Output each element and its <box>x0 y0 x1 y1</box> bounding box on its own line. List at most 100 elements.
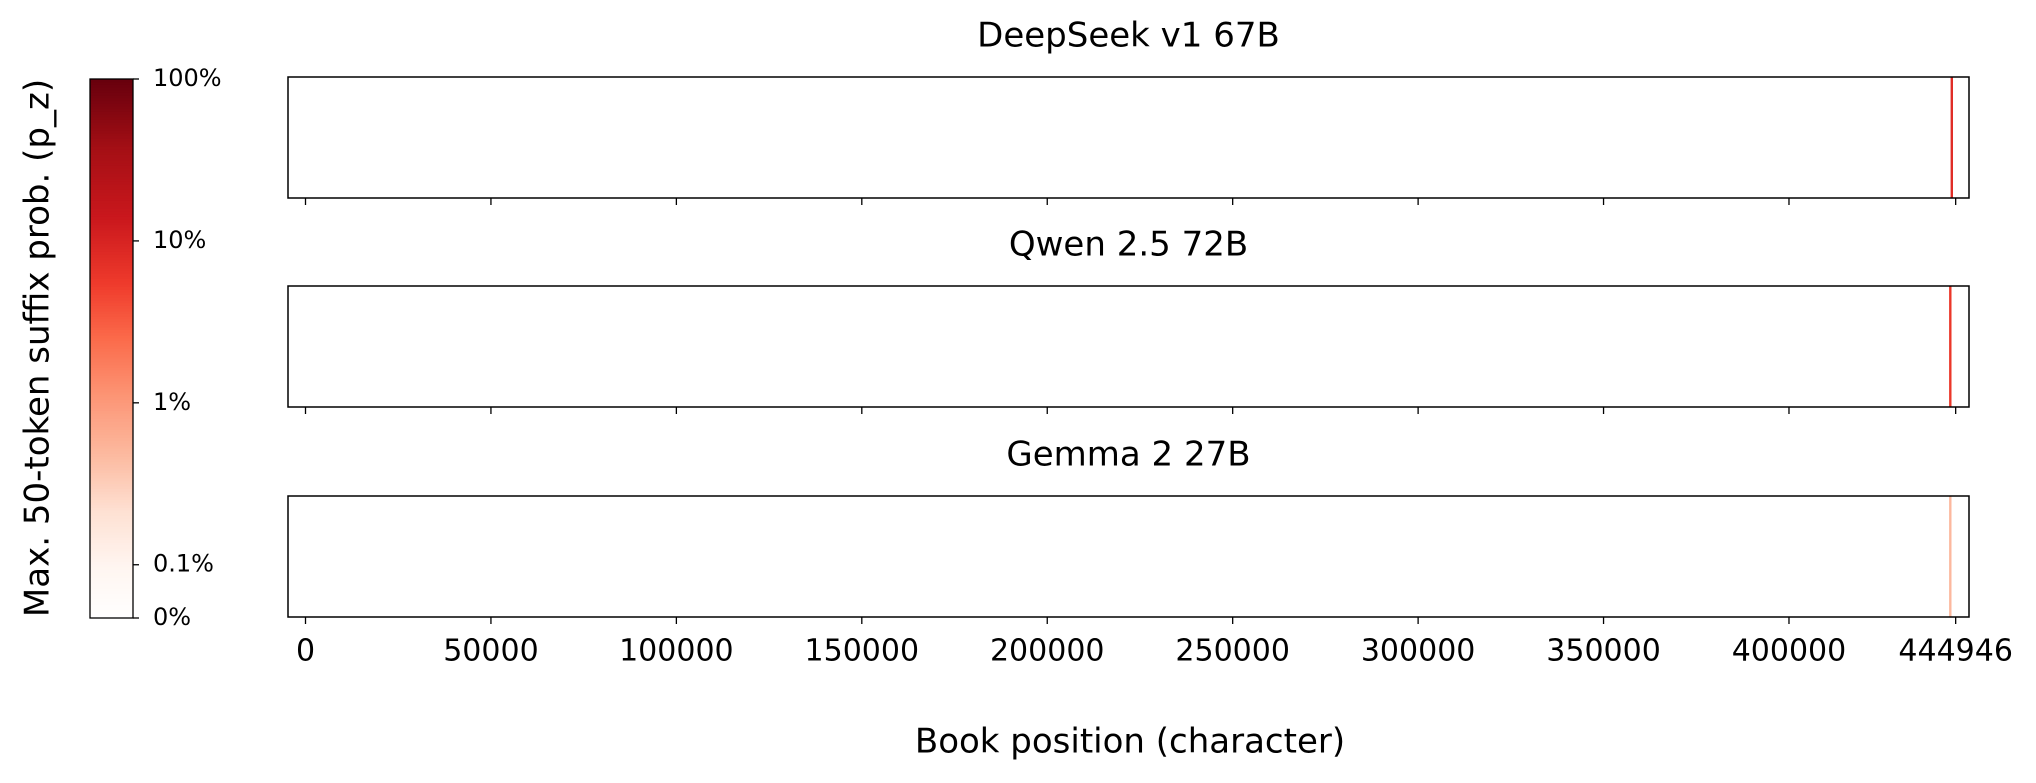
colorbar-segment <box>90 305 133 309</box>
colorbar-segment <box>90 105 133 110</box>
colorbar-segment <box>90 146 133 150</box>
colorbar-segment <box>90 596 133 600</box>
colorbar-segment <box>90 299 133 304</box>
colorbar-segment <box>90 262 133 266</box>
colorbar-segment <box>90 173 133 177</box>
colorbar-segment <box>90 297 133 301</box>
colorbar-segment <box>90 92 133 96</box>
colorbar-tick-label: 100% <box>153 64 222 92</box>
colorbar-segment <box>90 337 133 341</box>
panel-frame <box>287 495 1970 618</box>
colorbar-segment <box>90 553 133 557</box>
colorbar-segment <box>90 380 133 385</box>
colorbar-segment <box>90 294 133 298</box>
colorbar-segment <box>90 437 133 441</box>
colorbar-segment <box>90 475 133 479</box>
colorbar-segment <box>90 529 133 533</box>
panel-title: Qwen 2.5 72B <box>1009 225 1248 265</box>
colorbar-tick-label: 10% <box>153 226 206 254</box>
colorbar-segment <box>90 221 133 226</box>
colorbar-segment <box>90 130 133 134</box>
colorbar-segment <box>90 604 133 608</box>
colorbar-segment <box>90 591 133 595</box>
colorbar-segment <box>90 162 133 166</box>
colorbar-segment <box>90 556 133 560</box>
colorbar-segment <box>90 545 133 549</box>
colorbar-segment <box>90 558 133 562</box>
colorbar-segment <box>90 450 133 455</box>
heat-cell <box>1949 286 1952 407</box>
colorbar-segment <box>90 281 133 285</box>
colorbar-segment <box>90 132 133 137</box>
colorbar-segment <box>90 211 133 215</box>
colorbar-segment <box>90 399 133 403</box>
colorbar-segment <box>90 364 133 368</box>
colorbar-segment <box>90 434 133 438</box>
colorbar-segment <box>90 267 133 271</box>
colorbar-segment <box>90 213 133 217</box>
colorbar-segment <box>90 432 133 436</box>
colorbar-segment <box>90 157 133 161</box>
colorbar-segment <box>90 461 133 465</box>
colorbar-label: Max. 50-token suffix prob. (p_z) <box>18 79 58 617</box>
colorbar-segment <box>90 184 133 188</box>
colorbar-segment <box>90 599 133 603</box>
colorbar-segment <box>90 480 133 484</box>
colorbar-segment <box>90 283 133 288</box>
colorbar-segment <box>90 542 133 546</box>
colorbar-segment <box>90 345 133 349</box>
colorbar-segment <box>90 518 133 522</box>
colorbar-segment <box>90 421 133 425</box>
colorbar-segment <box>90 502 133 506</box>
colorbar-segment <box>90 224 133 228</box>
colorbar-segment <box>90 359 133 363</box>
colorbar-segment <box>90 361 133 366</box>
colorbar-segment <box>90 291 133 296</box>
colorbar-segment <box>90 149 133 153</box>
x-tick-label: 200000 <box>990 634 1105 669</box>
colorbar-segment <box>90 329 133 333</box>
colorbar-segment <box>90 278 133 282</box>
colorbar-segment <box>90 410 133 414</box>
colorbar-segment <box>90 440 133 444</box>
colorbar-segment <box>90 205 133 209</box>
colorbar-segment <box>90 289 133 293</box>
colorbar-segment <box>90 483 133 487</box>
colorbar-segment <box>90 246 133 250</box>
colorbar-segment <box>90 151 133 155</box>
colorbar-segment <box>90 111 133 115</box>
colorbar-segment <box>90 254 133 258</box>
colorbar-segment <box>90 388 133 393</box>
colorbar-segment <box>90 235 133 239</box>
colorbar-segment <box>90 170 133 174</box>
colorbar-segment <box>90 95 133 99</box>
colorbar-segment <box>90 264 133 269</box>
colorbar-segment <box>90 378 133 382</box>
colorbar-segment <box>90 326 133 331</box>
colorbar-segment <box>90 507 133 511</box>
colorbar-segment <box>90 561 133 565</box>
colorbar-segment <box>90 165 133 169</box>
colorbar-segment <box>90 81 133 85</box>
colorbar-segment <box>90 367 133 371</box>
colorbar-segment <box>90 547 133 552</box>
panel-title: DeepSeek v1 67B <box>977 16 1280 56</box>
colorbar-segment <box>90 108 133 112</box>
colorbar-segment <box>90 229 133 234</box>
colorbar-segment <box>90 286 133 290</box>
colorbar-segment <box>90 243 133 247</box>
colorbar-segment <box>90 569 133 573</box>
colorbar-segment <box>90 585 133 589</box>
colorbar-tick-label: 1% <box>153 388 191 416</box>
colorbar-segment <box>90 370 133 374</box>
colorbar-segment <box>90 464 133 468</box>
colorbar-segment <box>90 197 133 201</box>
colorbar-segment <box>90 159 133 164</box>
colorbar-segment <box>90 612 133 616</box>
colorbar-segment <box>90 348 133 352</box>
panel-frame <box>287 76 1970 199</box>
colorbar-segment <box>90 189 133 193</box>
colorbar-segment <box>90 574 133 579</box>
x-tick-label: 300000 <box>1361 634 1476 669</box>
